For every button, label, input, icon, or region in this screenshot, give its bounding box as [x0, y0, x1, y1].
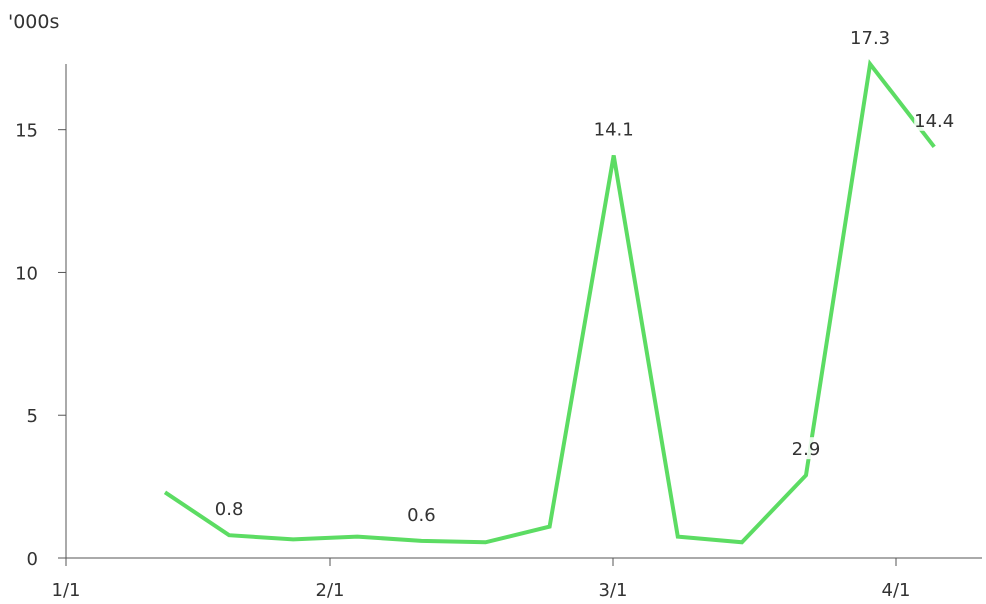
- x-tick-label: 4/1: [882, 580, 911, 601]
- y-tick-label: 10: [15, 263, 38, 284]
- data-label-bg: [401, 502, 442, 525]
- data-label-bg: [914, 108, 955, 131]
- y-tick-label: 0: [27, 549, 38, 570]
- data-label: 14.1: [594, 119, 634, 140]
- data-label: 0.6: [407, 505, 436, 526]
- data-label-bg: [850, 26, 891, 48]
- data-label: 14.4: [914, 111, 954, 132]
- x-tick-label: 3/1: [599, 580, 628, 601]
- x-tick-label: 2/1: [316, 580, 345, 601]
- data-label: 2.9: [792, 439, 821, 460]
- data-label: 0.8: [215, 499, 244, 520]
- data-label-bg: [209, 497, 250, 520]
- data-labels: 0.8 0.6 14.1 2.9 17.3 14.4: [209, 26, 954, 526]
- data-label-bg: [786, 437, 826, 460]
- y-unit-label: '000s: [8, 11, 59, 33]
- x-axis-ticks: 1/1 2/1 3/1 4/1: [52, 558, 911, 601]
- y-tick-label: 5: [27, 406, 38, 427]
- data-label: 17.3: [850, 28, 890, 49]
- series-layer: [163, 59, 936, 545]
- x-tick-label: 1/1: [52, 580, 81, 601]
- data-label-bg: [593, 117, 634, 140]
- series-line: [163, 59, 936, 545]
- y-tick-label: 15: [15, 121, 38, 142]
- y-axis-ticks: 0 5 10 15: [15, 121, 66, 570]
